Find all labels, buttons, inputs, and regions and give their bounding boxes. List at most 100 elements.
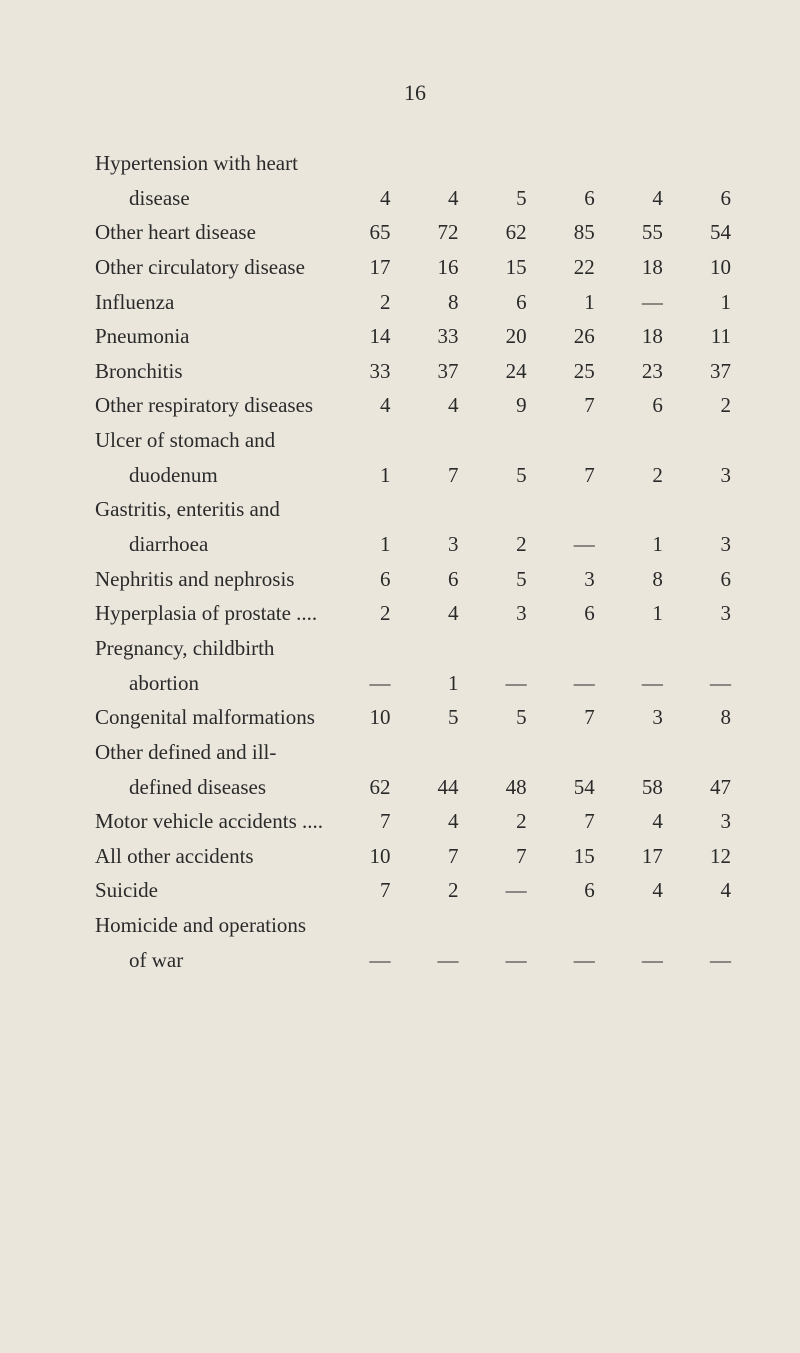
cell-value [463, 735, 531, 770]
cell-value: 5 [463, 700, 531, 735]
cell-value: 6 [394, 562, 462, 597]
cell-value: 6 [531, 181, 599, 216]
cell-value [394, 423, 462, 458]
cell-value: 10 [326, 839, 394, 874]
row-label: Influenza [95, 285, 326, 320]
cell-value: 4 [394, 596, 462, 631]
cell-value: — [531, 943, 599, 978]
cell-value: 11 [667, 319, 735, 354]
cell-value: 7 [531, 388, 599, 423]
table-row: diarrhoea132—13 [95, 527, 735, 562]
cell-value [599, 146, 667, 181]
cell-value [394, 146, 462, 181]
table-row: disease445646 [95, 181, 735, 216]
cell-value: 25 [531, 354, 599, 389]
row-label: Other circulatory disease [95, 250, 326, 285]
cell-value [463, 631, 531, 666]
cell-value: 9 [463, 388, 531, 423]
cell-value: 14 [326, 319, 394, 354]
cell-value: 3 [463, 596, 531, 631]
cell-value: 62 [463, 215, 531, 250]
cell-value: 4 [394, 181, 462, 216]
cell-value: 16 [394, 250, 462, 285]
row-label: Nephritis and nephrosis [95, 562, 326, 597]
cell-value: — [463, 666, 531, 701]
row-label: duodenum [95, 458, 326, 493]
cell-value: 2 [326, 285, 394, 320]
cell-value [531, 735, 599, 770]
row-label: disease [95, 181, 326, 216]
table-row: Other respiratory diseases449762 [95, 388, 735, 423]
cell-value: 4 [599, 873, 667, 908]
cell-value: 7 [463, 839, 531, 874]
cell-value: 15 [531, 839, 599, 874]
table-row: All other accidents1077151712 [95, 839, 735, 874]
cell-value: 15 [463, 250, 531, 285]
table-row: Other circulatory disease171615221810 [95, 250, 735, 285]
cell-value: 4 [667, 873, 735, 908]
cell-value: 65 [326, 215, 394, 250]
cell-value: 2 [463, 804, 531, 839]
cell-value: 7 [531, 804, 599, 839]
cell-value [394, 908, 462, 943]
cell-value [326, 735, 394, 770]
cell-value: 1 [394, 666, 462, 701]
cell-value: 4 [326, 181, 394, 216]
cell-value: 72 [394, 215, 462, 250]
cell-value: 7 [531, 458, 599, 493]
cell-value: 55 [599, 215, 667, 250]
cell-value: 5 [394, 700, 462, 735]
cell-value: 8 [394, 285, 462, 320]
row-label: Other defined and ill- [95, 735, 326, 770]
cell-value: — [394, 943, 462, 978]
cell-value [394, 735, 462, 770]
cell-value: 8 [667, 700, 735, 735]
cell-value: 7 [326, 804, 394, 839]
cell-value [463, 492, 531, 527]
row-label: Congenital malformations [95, 700, 326, 735]
row-label: Pregnancy, childbirth [95, 631, 326, 666]
document-page: 16 Hypertension with heartdisease445646O… [0, 0, 800, 1037]
table-row: Hyperplasia of prostate ....243613 [95, 596, 735, 631]
cell-value: 23 [599, 354, 667, 389]
cell-value: — [667, 666, 735, 701]
cell-value: 47 [667, 770, 735, 805]
cell-value [463, 146, 531, 181]
cell-value: 1 [531, 285, 599, 320]
row-label: Other respiratory diseases [95, 388, 326, 423]
cell-value: 2 [394, 873, 462, 908]
cell-value [599, 423, 667, 458]
cell-value [394, 631, 462, 666]
cell-value: 26 [531, 319, 599, 354]
cell-value: — [326, 943, 394, 978]
cell-value: 85 [531, 215, 599, 250]
cell-value: 48 [463, 770, 531, 805]
cell-value: 5 [463, 458, 531, 493]
cell-value: 3 [599, 700, 667, 735]
cell-value [667, 492, 735, 527]
table-row: Pregnancy, childbirth [95, 631, 735, 666]
cell-value: 6 [531, 596, 599, 631]
cell-value: 2 [599, 458, 667, 493]
cell-value: 62 [326, 770, 394, 805]
cell-value: 2 [326, 596, 394, 631]
cell-value [599, 908, 667, 943]
table-row: Influenza2861—1 [95, 285, 735, 320]
mortality-table: Hypertension with heartdisease445646Othe… [95, 146, 735, 977]
cell-value: 8 [599, 562, 667, 597]
cell-value: — [599, 943, 667, 978]
cell-value: 7 [326, 873, 394, 908]
row-label: abortion [95, 666, 326, 701]
cell-value [667, 735, 735, 770]
cell-value: 2 [667, 388, 735, 423]
table-row: Ulcer of stomach and [95, 423, 735, 458]
cell-value: 18 [599, 319, 667, 354]
cell-value [326, 492, 394, 527]
cell-value: 2 [463, 527, 531, 562]
cell-value: 6 [463, 285, 531, 320]
cell-value: 6 [667, 181, 735, 216]
cell-value: 3 [667, 527, 735, 562]
table-row: Gastritis, enteritis and [95, 492, 735, 527]
row-label: Hypertension with heart [95, 146, 326, 181]
row-label: All other accidents [95, 839, 326, 874]
